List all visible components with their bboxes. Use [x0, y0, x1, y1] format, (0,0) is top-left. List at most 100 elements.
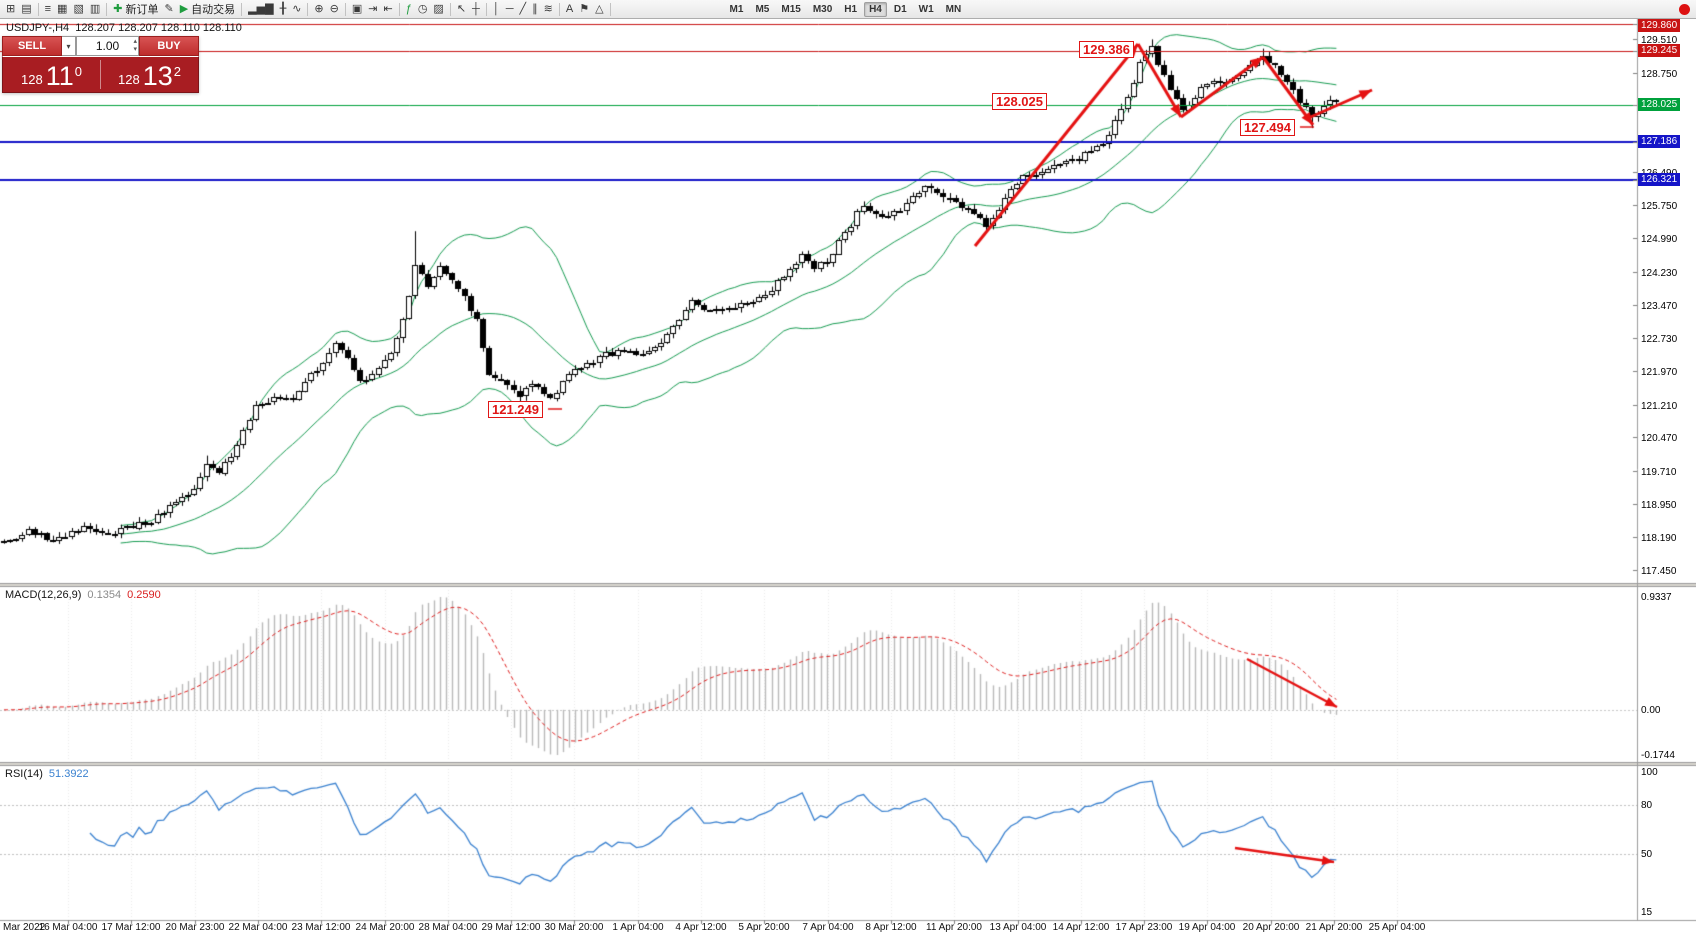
- text-button[interactable]: A: [563, 1, 576, 17]
- volume-stepper[interactable]: ▴ ▾: [133, 38, 137, 54]
- timeframe-w1-button[interactable]: W1: [918, 3, 934, 15]
- time-axis-label: 21 Apr 20:00: [1305, 922, 1363, 933]
- new-chart-button[interactable]: ⊞: [3, 1, 18, 17]
- cursor-button[interactable]: ↖: [454, 1, 469, 17]
- toolbar-separator: [241, 2, 243, 16]
- vertical-line-icon: │: [492, 3, 500, 15]
- profiles-button[interactable]: ▤: [18, 1, 34, 17]
- buy-price[interactable]: 128 13 2: [101, 57, 198, 92]
- price-divider: [100, 60, 101, 89]
- vertical-line-button[interactable]: │: [490, 1, 503, 17]
- auto-trading-button[interactable]: ▶ 自动交易: [177, 1, 238, 17]
- templates-icon: ▨: [433, 3, 444, 15]
- price-axis-label: 121.210: [1641, 401, 1678, 412]
- price-annotation: 128.025: [992, 93, 1047, 110]
- time-axis-label: 25 Apr 04:00: [1368, 922, 1426, 933]
- toolbar-separator: [609, 2, 611, 16]
- timeframe-mn-button[interactable]: MN: [945, 3, 962, 15]
- timeframe-h4-button[interactable]: H4: [864, 1, 887, 17]
- fibonacci-button[interactable]: ≋: [541, 1, 556, 17]
- timeframe-m1-button[interactable]: M1: [729, 3, 744, 15]
- time-axis-label: 16 Mar 04:00: [38, 922, 98, 933]
- candlestick-mode-icon: ╂: [279, 3, 287, 15]
- indicators-button[interactable]: ƒ: [403, 1, 415, 17]
- fibonacci-icon: ≋: [543, 3, 553, 15]
- zoom-in-button[interactable]: ⊕: [311, 1, 326, 17]
- line-chart-mode-button[interactable]: ∿: [289, 1, 304, 17]
- horizontal-line-button[interactable]: ─: [503, 1, 517, 17]
- chart-shift-button[interactable]: ⇤: [380, 1, 395, 17]
- indicator-axis-label: 15: [1641, 907, 1653, 918]
- timeframe-m15-button[interactable]: M15: [781, 3, 801, 15]
- indicators-icon: ƒ: [405, 3, 412, 15]
- sell-button[interactable]: SELL: [2, 36, 62, 56]
- tile-windows-icon: ▣: [351, 3, 363, 15]
- templates-button[interactable]: ▨: [430, 1, 446, 17]
- terminal-icon: ▥: [89, 3, 101, 15]
- bar-chart-mode-icon: ▂▅▇: [248, 3, 274, 15]
- price-axis-label: 121.970: [1641, 367, 1678, 378]
- chart-shift-icon: ⇤: [383, 3, 393, 15]
- tile-windows-button[interactable]: ▣: [349, 1, 365, 17]
- indicator-axis-label: 80: [1641, 800, 1653, 811]
- price-axis-label: 124.990: [1641, 234, 1678, 245]
- new-chart-icon: ⊞: [6, 3, 16, 15]
- price-axis-label: 120.470: [1641, 433, 1678, 444]
- equidistant-channel-button[interactable]: ∥: [529, 1, 541, 17]
- buy-button[interactable]: BUY: [139, 36, 199, 56]
- time-axis-label: 1 Apr 04:00: [612, 922, 664, 933]
- auto-scroll-button[interactable]: ⇥: [365, 1, 380, 17]
- price-axis-label: 125.750: [1641, 201, 1678, 212]
- price-annotation: 121.249: [488, 401, 543, 418]
- new-order-button[interactable]: ✚ 新订单: [110, 1, 161, 17]
- time-axis-label: Mar 2022: [3, 922, 46, 933]
- time-axis-label: 24 Mar 20:00: [355, 922, 415, 933]
- text-label-button[interactable]: ⚑: [576, 1, 592, 17]
- candlestick-mode-button[interactable]: ╂: [277, 1, 290, 17]
- bar-chart-mode-button[interactable]: ▂▅▇: [245, 1, 276, 17]
- market-watch-button[interactable]: ≡: [42, 1, 54, 17]
- volume-input[interactable]: 1.00 ▴ ▾: [76, 36, 139, 56]
- rsi-label: RSI(14): [5, 768, 43, 780]
- trendline-button[interactable]: ╱: [517, 1, 530, 17]
- periods-button[interactable]: ◷: [415, 1, 431, 17]
- terminal-button[interactable]: ▥: [87, 1, 103, 17]
- stepper-down-icon[interactable]: ▾: [133, 46, 137, 53]
- data-window-button[interactable]: ▦: [54, 1, 70, 17]
- price-chart[interactable]: [0, 19, 1696, 934]
- price-axis-label: 117.450: [1641, 566, 1677, 577]
- price-axis-label: 127.186: [1638, 135, 1681, 148]
- timeframe-h1-button[interactable]: H1: [844, 3, 858, 15]
- metaeditor-button[interactable]: ✎: [161, 1, 176, 17]
- price-axis-label: 129.510: [1641, 35, 1678, 46]
- equidistant-channel-icon: ∥: [532, 3, 538, 15]
- arrows-icon: △: [595, 3, 604, 15]
- navigator-button[interactable]: ▧: [70, 1, 86, 17]
- price-axis-label: 118.190: [1641, 533, 1677, 544]
- zoom-out-button[interactable]: ⊖: [327, 1, 342, 17]
- sell-price[interactable]: 128 11 0: [3, 57, 100, 92]
- time-axis-label: 13 Apr 04:00: [989, 922, 1047, 933]
- timeframe-d1-button[interactable]: D1: [893, 3, 907, 15]
- timeframe-m5-button[interactable]: M5: [755, 3, 770, 15]
- chart-symbol-ohlc: USDJPY-,H4 128.207 128.207 128.110 128.1…: [6, 22, 242, 34]
- toolbar: ⊞ ▤ ≡ ▦ ▧ ▥ ✚ 新订单 ✎ ▶ 自动交易 ▂▅▇ ╂ ∿ ⊕ ⊖ ▣ ⇥ ⇤ ƒ ◷ ▨ ↖ ┼ │ ─ ╱ ∥ ≋ A ⚑ △ M…: [0, 0, 1696, 19]
- arrows-button[interactable]: △: [592, 1, 606, 17]
- timeframe-m30-button[interactable]: M30: [812, 3, 833, 15]
- time-axis-label: 20 Mar 23:00: [165, 922, 225, 933]
- indicator-axis-label: -0.1744: [1641, 750, 1675, 761]
- indicator-axis-label: 0.00: [1641, 705, 1661, 716]
- buy-price-big: 13: [142, 61, 173, 91]
- order-options-dropdown[interactable]: ▾: [62, 36, 76, 56]
- crosshair-button[interactable]: ┼: [469, 1, 483, 17]
- new-order-icon: ✚: [113, 3, 123, 15]
- toolbar-separator: [398, 2, 400, 16]
- indicator-axis-label: 100: [1641, 767, 1658, 778]
- trendline-icon: ╱: [519, 3, 527, 15]
- indicator-axis-label: 0.9337: [1641, 592, 1672, 603]
- stepper-up-icon[interactable]: ▴: [133, 38, 137, 45]
- toolbar-separator: [344, 2, 346, 16]
- toolbar-separator: [485, 2, 487, 16]
- time-axis-label: 4 Apr 12:00: [675, 922, 727, 933]
- zoom-out-icon: ⊖: [329, 3, 339, 15]
